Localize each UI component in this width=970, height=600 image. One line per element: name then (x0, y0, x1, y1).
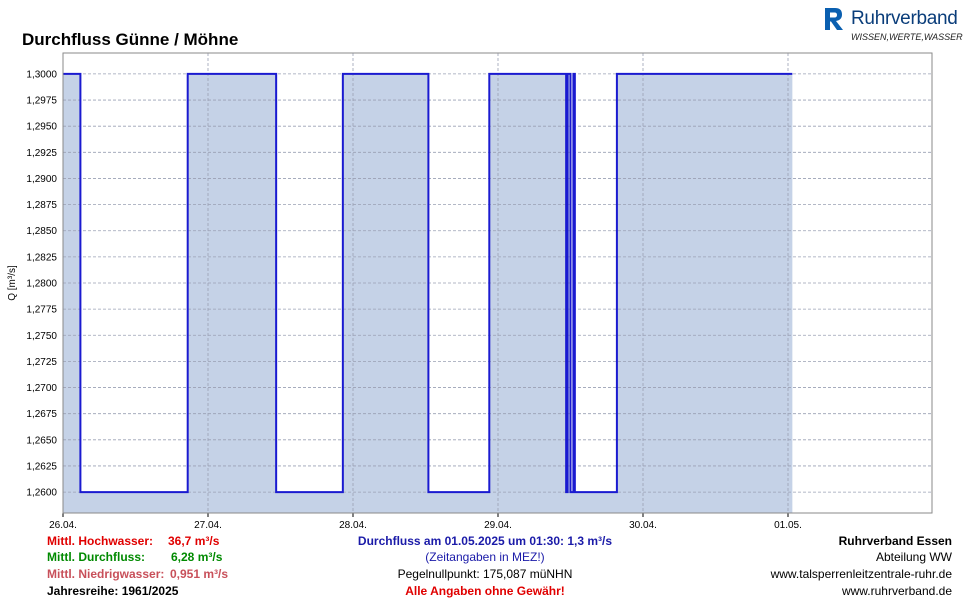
y-tick-label: 1,2600 (26, 488, 57, 499)
disclaimer: Alle Angaben ohne Gewähr! (405, 584, 565, 598)
url-talsperren[interactable]: www.talsperrenleitzentrale-ruhr.de (770, 567, 952, 581)
niedrigwasser-value: 0,951 m³/s (170, 567, 229, 581)
y-tick-label: 1,2675 (26, 409, 57, 420)
y-tick-label: 1,2650 (26, 435, 57, 446)
x-tick-label: 30.04. (629, 520, 657, 531)
brand-name: Ruhrverband (851, 8, 958, 29)
ruhrverband-logo-icon (822, 6, 846, 32)
pegelnullpunkt: Pegelnullpunkt: 175,087 müNHN (397, 567, 573, 581)
x-tick-label: 27.04. (194, 520, 222, 531)
hochwasser-value: 36,7 m³/s (168, 534, 220, 548)
current-flow: Durchfluss am 01.05.2025 um 01:30: 1,3 m… (357, 534, 613, 548)
y-axis-label: Q [m³/s] (7, 265, 18, 301)
y-tick-label: 1,2975 (26, 96, 57, 107)
y-tick-label: 1,2950 (26, 122, 57, 133)
y-tick-label: 1,2850 (26, 226, 57, 237)
y-tick-label: 1,3000 (26, 69, 57, 80)
durchfluss-value: 6,28 m³/s (171, 550, 223, 564)
y-tick-label: 1,2925 (26, 148, 57, 159)
x-tick-label: 28.04. (339, 520, 367, 531)
y-tick-label: 1,2775 (26, 305, 57, 316)
series-line (63, 72, 793, 494)
x-tick-label: 26.04. (49, 520, 77, 531)
y-tick-label: 1,2700 (26, 383, 57, 394)
hochwasser-label: Mittl. Hochwasser: (47, 534, 154, 548)
y-tick-label: 1,2625 (26, 461, 57, 472)
chart-title: Durchfluss Günne / Möhne (22, 30, 239, 49)
url-ruhrverband[interactable]: www.ruhrverband.de (841, 584, 952, 598)
x-tick-label: 29.04. (484, 520, 512, 531)
org-name: Ruhrverband Essen (838, 534, 952, 548)
y-tick-label: 1,2750 (26, 331, 57, 342)
department: Abteilung WW (875, 550, 952, 564)
brand-claim: WISSEN,WERTE,WASSER (851, 32, 963, 42)
niedrigwasser-label: Mittl. Niedrigwasser: (47, 567, 165, 581)
y-tick-label: 1,2875 (26, 200, 57, 211)
y-tick-label: 1,2900 (26, 174, 57, 185)
y-tick-label: 1,2825 (26, 252, 57, 263)
plot-frame (62, 52, 933, 514)
y-tick-label: 1,2725 (26, 357, 57, 368)
x-tick-label: 01.05. (774, 520, 802, 531)
y-tick-label: 1,2800 (26, 279, 57, 290)
durchfluss-label: Mittl. Durchfluss: (47, 550, 145, 564)
jahresreihe: Jahresreihe: 1961/2025 (47, 584, 179, 598)
zeitangaben-note: (Zeitangaben in MEZ!) (425, 550, 545, 564)
ruhrverband-logo: Ruhrverband WISSEN,WERTE,WASSER (822, 6, 963, 46)
